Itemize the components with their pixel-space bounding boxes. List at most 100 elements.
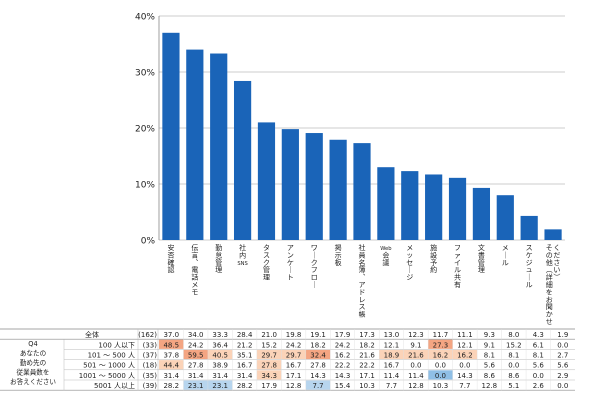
table-value: 8.1 — [508, 352, 519, 360]
table-value: 31.4 — [188, 372, 204, 380]
highlight-cell — [183, 380, 208, 390]
x-tick-glyph: ル — [454, 266, 461, 274]
table-value: 17.1 — [286, 372, 302, 380]
x-tick-glyph: 帳 — [359, 310, 366, 319]
row-count: (18) — [143, 362, 158, 370]
x-tick-glyph: 否 — [167, 251, 174, 259]
table-value: 15.4 — [335, 382, 351, 390]
row-label: 100 人以下 — [98, 341, 135, 349]
y-tick-label: 0% — [141, 237, 156, 247]
table-value: 16.2 — [335, 352, 351, 360]
table-value: 5.1 — [508, 382, 519, 390]
row-label: 101 ～ 500 人 — [88, 352, 135, 360]
x-tick-glyph: ト — [287, 274, 294, 282]
row-label: 1001 ～ 5000 人 — [79, 372, 135, 380]
table-value: 23.1 — [188, 382, 204, 390]
row-count: (37) — [143, 352, 158, 360]
x-tick-glyph: 管 — [478, 258, 485, 267]
table-value: 9.1 — [410, 341, 421, 349]
table-value: 0.0 — [435, 372, 446, 380]
highlight-cell — [207, 380, 233, 390]
x-tick-glyph: 管 — [215, 258, 222, 267]
x-tick-glyph: 勤 — [215, 243, 222, 252]
x-tick-glyph: 掲 — [335, 243, 342, 252]
table-value: 28.2 — [163, 382, 179, 390]
table-value: 13.0 — [384, 331, 400, 339]
table-value: 14.3 — [335, 372, 351, 380]
x-tick-glyph: ｜ — [502, 251, 509, 259]
table-value: 10.3 — [359, 382, 375, 390]
table-value: 28.4 — [237, 331, 253, 339]
table-value: 29.7 — [261, 352, 277, 360]
table-value: 18.2 — [359, 341, 375, 349]
table-value: 18.9 — [384, 352, 400, 360]
table-cells — [159, 339, 478, 390]
table-value: 24.2 — [335, 341, 351, 349]
table-value: 14.3 — [457, 372, 473, 380]
table-value: 27.3 — [433, 341, 449, 349]
table-value: 29.7 — [286, 352, 302, 360]
table-value: 11.1 — [457, 331, 473, 339]
table-value: 7.7 — [459, 382, 470, 390]
x-tick-glyph: 理 — [478, 266, 485, 274]
x-tick-glyph: だ — [553, 251, 560, 259]
table-value: 17.1 — [359, 372, 375, 380]
x-tick-glyph: 電 — [191, 266, 198, 274]
row-count: (39) — [143, 382, 158, 390]
table-value: 27.8 — [261, 362, 277, 370]
x-tick-glyph: か — [546, 311, 553, 319]
highlight-cell — [256, 349, 282, 360]
x-tick-glyph: フ — [311, 266, 318, 274]
x-tick-glyph: 示 — [335, 251, 342, 259]
bar — [472, 187, 491, 240]
x-tick-glyph: ス — [526, 244, 533, 252]
bar — [257, 122, 276, 240]
highlight-cell — [207, 349, 233, 360]
bar — [233, 80, 252, 241]
x-tick-glyph: い — [553, 266, 560, 274]
x-tick-glyph: 細 — [546, 280, 553, 289]
bar — [377, 167, 395, 240]
x-tick-glyph: ス — [359, 303, 366, 311]
x-tick-label: アンケ｜ト — [287, 244, 294, 282]
table-value: 11.7 — [433, 331, 449, 339]
x-tick-glyph: ｜ — [526, 274, 533, 282]
x-tick-glyph: 理 — [215, 266, 222, 274]
table-value: 21.6 — [359, 352, 375, 360]
table-value: 34.3 — [261, 372, 277, 380]
table-value: 0.0 — [410, 362, 421, 370]
table-value: 2.9 — [557, 372, 568, 380]
table-value: 16.7 — [384, 362, 400, 370]
table-value: 37.0 — [163, 331, 179, 339]
x-tick-glyph: 安 — [167, 243, 174, 252]
highlight-cell — [281, 349, 306, 360]
x-tick-glyph: ァ — [454, 251, 461, 259]
table-value: 5.6 — [484, 362, 496, 370]
bar — [329, 139, 347, 240]
table-value: 35.1 — [237, 352, 253, 360]
x-tick-glyph: 文 — [478, 243, 485, 252]
highlight-cell — [256, 360, 282, 370]
y-tick-label: 30% — [135, 69, 155, 79]
x-tick-glyph: ｜ — [311, 281, 318, 289]
x-tick-glyph: 有 — [454, 280, 461, 289]
table-value: 0.0 — [459, 362, 470, 370]
table-value: 31.4 — [163, 372, 179, 380]
table-value: 59.5 — [188, 352, 204, 360]
table-value: 21.0 — [261, 331, 277, 339]
highlight-cell — [305, 349, 331, 360]
x-tick-glyph: ︑ — [191, 259, 198, 267]
x-tick-glyph: ジ — [526, 259, 533, 267]
x-tick-glyph: 他 — [546, 258, 553, 267]
x-tick-glyph: 内 — [239, 250, 246, 259]
table-value: 9.1 — [484, 341, 495, 349]
x-tick-glyph: お — [546, 296, 553, 304]
bar — [448, 177, 467, 240]
bar — [401, 171, 419, 240]
